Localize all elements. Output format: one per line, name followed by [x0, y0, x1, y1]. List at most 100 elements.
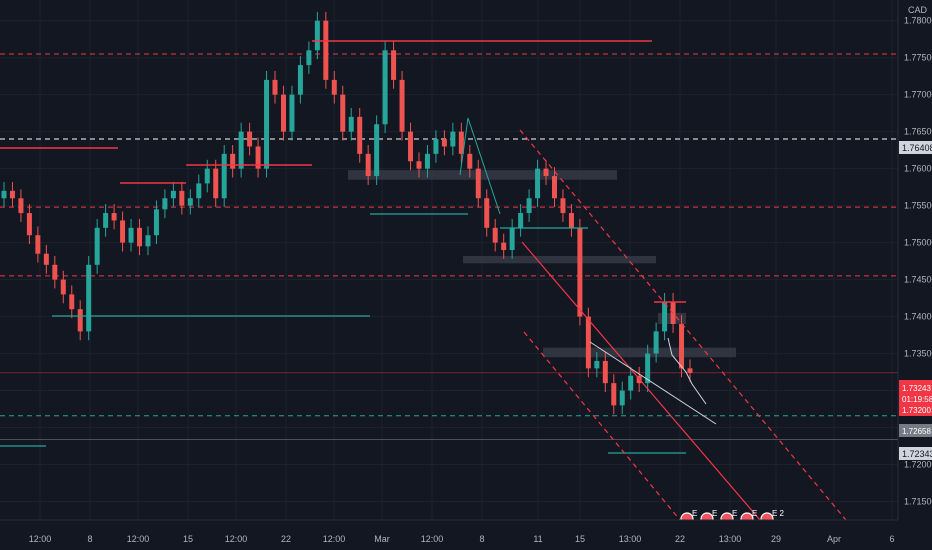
- candle-body: [408, 131, 414, 162]
- candle-body: [365, 153, 371, 177]
- candle-body: [594, 360, 600, 369]
- candle-body: [391, 50, 397, 80]
- candle-body: [441, 139, 447, 147]
- candle-body: [602, 360, 608, 384]
- candle-body: [18, 198, 24, 214]
- levels-layer: [0, 53, 898, 440]
- candle-body: [280, 94, 286, 132]
- trendline[interactable]: [589, 341, 717, 425]
- candle-body: [35, 235, 41, 254]
- supply-demand-zone: [463, 255, 656, 264]
- candle-body: [306, 50, 312, 66]
- candle-body: [357, 116, 363, 154]
- candle-body: [120, 220, 126, 243]
- time-tick-label: Mar: [374, 534, 390, 544]
- event-badge-label: E 2: [772, 509, 785, 518]
- candle-body: [77, 309, 83, 332]
- trendline[interactable]: [521, 241, 761, 521]
- candle-body: [424, 153, 430, 169]
- time-tick-label: 13:00: [719, 534, 742, 544]
- level1-text: 1.72658: [902, 427, 931, 436]
- price-badge-top: 1.76408: [899, 141, 932, 154]
- candle-body: [628, 375, 634, 391]
- candle-body: [551, 176, 557, 199]
- time-ticks: 12:00 8 12:00 15 12:00 22 12:00 Mar 12:00 8 11 15 13…: [29, 534, 895, 544]
- candle-body: [1, 190, 7, 199]
- candle-body: [86, 264, 92, 332]
- supply-demand-zone: [348, 170, 617, 180]
- candle-body: [111, 213, 117, 221]
- price-tick-label: 1.76500: [904, 127, 932, 137]
- time-tick-label: 13:00: [619, 534, 642, 544]
- supply-demand-zone: [543, 347, 736, 358]
- candle-body: [501, 242, 507, 251]
- time-tick-label: 8: [479, 534, 484, 544]
- price-tick-label: 1.74000: [904, 312, 932, 322]
- current-price-text: 1.73243: [902, 384, 931, 393]
- projection-path[interactable]: [459, 117, 501, 215]
- candle-body: [94, 227, 100, 265]
- candle-body: [9, 190, 15, 199]
- candle-body: [170, 190, 176, 199]
- candle-body: [679, 323, 685, 369]
- candle-body: [382, 50, 388, 125]
- time-tick-label: 22: [675, 534, 685, 544]
- price-tick-label: 1.74500: [904, 275, 932, 285]
- candle-body: [323, 20, 329, 80]
- candle-body: [103, 213, 109, 228]
- candle-body: [467, 153, 473, 169]
- event-badge-label: E: [692, 509, 697, 518]
- candle-body: [204, 168, 210, 184]
- candle-body: [145, 235, 151, 247]
- candle-body: [374, 124, 380, 177]
- candle-body: [314, 20, 320, 51]
- candle-body: [26, 213, 32, 236]
- candle-body: [238, 131, 244, 169]
- time-axis[interactable]: 12:00 8 12:00 15 12:00 22 12:00 Mar 12:00 8 11 15 13…: [0, 519, 898, 550]
- price-tick-label: 1.72000: [904, 460, 932, 470]
- candle-body: [137, 227, 143, 247]
- time-tick-label: 12:00: [421, 534, 444, 544]
- candle-body: [247, 131, 253, 147]
- time-tick-label: 22: [281, 534, 291, 544]
- price-tick-label: 1.71500: [904, 497, 932, 507]
- candle-body: [568, 213, 574, 228]
- candle-body: [509, 227, 515, 251]
- candle-body: [230, 153, 236, 169]
- price-tick-label: 1.75500: [904, 201, 932, 211]
- candle-body: [52, 264, 58, 280]
- candle-body: [687, 368, 693, 373]
- time-tick-label: 8: [87, 534, 92, 544]
- price-tick-label: 1.73500: [904, 349, 932, 359]
- candle-body: [645, 353, 651, 384]
- trendline[interactable]: [523, 331, 681, 521]
- candle-body: [475, 168, 481, 199]
- candle-body: [518, 213, 524, 228]
- event-badge-label: E: [732, 509, 737, 518]
- candle-body: [255, 146, 261, 169]
- event-badge-label: E: [752, 509, 757, 518]
- price-badge-level2: 1.72343: [899, 447, 932, 460]
- candle-body: [577, 227, 583, 317]
- candle-body: [179, 190, 185, 206]
- projection-arrow[interactable]: [667, 337, 707, 405]
- time-tick-label: 12:00: [127, 534, 150, 544]
- level2-text: 1.72343: [902, 449, 932, 459]
- candle-body: [196, 183, 202, 199]
- candle-body: [458, 131, 464, 154]
- candle-body: [153, 209, 159, 236]
- candle-body: [492, 227, 498, 243]
- price-tick-label: 1.78000: [904, 16, 932, 26]
- candle-body: [585, 316, 591, 369]
- countdown-text: 01:19:58: [902, 395, 932, 404]
- candle-body: [221, 153, 227, 199]
- time-tick-label: 12:00: [323, 534, 346, 544]
- price-axis[interactable]: CAD 1.715001.720001.725001.730001.735001…: [897, 0, 932, 520]
- trendline[interactable]: [519, 129, 847, 521]
- candle-body: [611, 383, 617, 406]
- candle-body: [560, 198, 566, 214]
- price-tick-label: 1.77000: [904, 90, 932, 100]
- current-low-text: 1.73200: [902, 406, 931, 415]
